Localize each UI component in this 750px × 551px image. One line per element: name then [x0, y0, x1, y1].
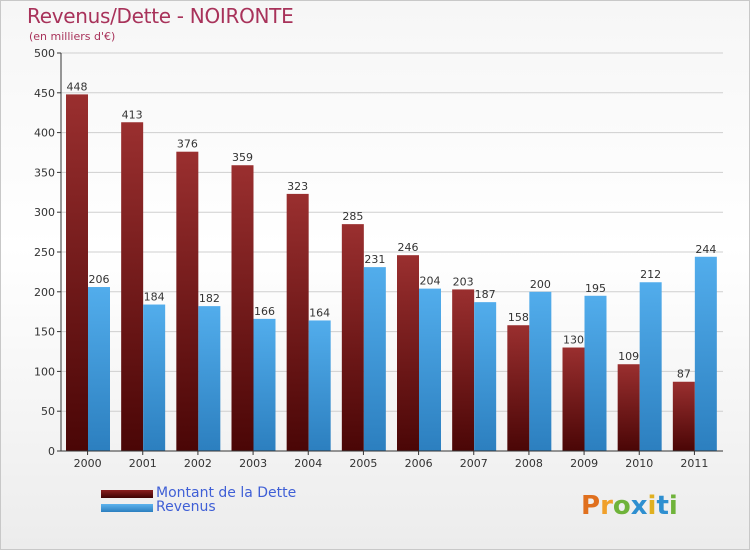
data-label-dette-2001: 413 — [122, 108, 143, 121]
data-label-dette-2009: 130 — [563, 334, 584, 347]
data-label-revenus-2001: 184 — [144, 291, 165, 304]
logo-letter-3: x — [630, 491, 648, 521]
x-tick-label-2000: 2000 — [74, 457, 102, 470]
data-label-dette-2011: 87 — [677, 368, 691, 381]
y-tick-label-150: 150 — [34, 326, 55, 339]
bar-revenus-2000 — [88, 287, 110, 451]
y-tick-label-0: 0 — [48, 445, 55, 458]
logo-letter-0: P — [581, 491, 601, 521]
bar-revenus-2004 — [308, 320, 331, 451]
bar-revenus-2003 — [253, 318, 276, 451]
legend-label-revenus: Revenus — [156, 499, 216, 515]
bar-dette-2001 — [121, 122, 144, 451]
bar-dette-2007 — [452, 289, 475, 451]
y-tick-label-200: 200 — [34, 286, 55, 299]
bar-revenus-2008 — [529, 291, 552, 451]
bar-revenus-2006 — [419, 288, 441, 451]
y-tick-label-250: 250 — [34, 246, 55, 259]
bar-revenus-2010 — [639, 282, 662, 451]
bar-dette-2005 — [341, 224, 364, 451]
x-tick-label-2011: 2011 — [680, 457, 708, 470]
logo-letter-4: i — [647, 491, 657, 521]
data-label-revenus-2004: 164 — [309, 306, 330, 319]
logo-letter-2: o — [612, 491, 631, 521]
bar-dette-2009 — [562, 347, 585, 451]
chart-title: Revenus/Dette - NOIRONTE — [27, 4, 294, 28]
bar-revenus-2011 — [694, 256, 717, 451]
data-label-dette-2004: 323 — [287, 180, 308, 193]
y-tick-label-100: 100 — [34, 365, 55, 378]
y-tick-label-350: 350 — [34, 166, 55, 179]
bar-revenus-2007 — [474, 302, 497, 451]
data-label-revenus-2000: 206 — [89, 273, 110, 286]
data-label-dette-2006: 246 — [398, 241, 419, 254]
x-tick-label-2001: 2001 — [129, 457, 157, 470]
data-label-dette-2000: 448 — [67, 80, 88, 93]
data-label-dette-2007: 203 — [453, 275, 474, 288]
bar-revenus-2001 — [143, 304, 166, 451]
x-tick-label-2004: 2004 — [294, 457, 322, 470]
y-tick-label-300: 300 — [34, 206, 55, 219]
x-tick-label-2010: 2010 — [625, 457, 653, 470]
bars: 448 206 413 184 376 182 359 166 323 164 285 231 246 2… — [66, 80, 717, 452]
x-tick-label-2009: 2009 — [570, 457, 598, 470]
y-tick-label-500: 500 — [34, 47, 55, 60]
chart-subtitle: (en milliers d'€) — [29, 30, 116, 43]
axes: 0 50 100 150 200 250 300 350 400 450 500 2000 2001 20… — [34, 47, 723, 470]
logo-letter-5: t — [656, 491, 669, 521]
x-tick-label-2005: 2005 — [349, 457, 377, 470]
x-tick-label-2006: 2006 — [405, 457, 433, 470]
bar-revenus-2005 — [363, 267, 386, 451]
proxiti-logo: Proxiti — [581, 491, 678, 521]
bar-dette-2000 — [66, 94, 88, 451]
bar-dette-2002 — [176, 151, 199, 452]
data-label-dette-2003: 359 — [232, 151, 253, 164]
y-tick-label-50: 50 — [41, 405, 55, 418]
legend-swatch-dette — [101, 490, 153, 498]
legend-item-dette: Montant de la Dette — [101, 485, 361, 501]
data-label-revenus-2003: 166 — [254, 305, 275, 318]
logo-letter-1: r — [600, 491, 613, 521]
data-label-revenus-2010: 212 — [640, 268, 661, 281]
x-tick-label-2008: 2008 — [515, 457, 543, 470]
bar-dette-2006 — [397, 255, 419, 451]
bar-dette-2010 — [617, 364, 640, 451]
data-label-revenus-2011: 244 — [695, 243, 716, 256]
bar-revenus-2009 — [584, 295, 607, 451]
y-tick-label-400: 400 — [34, 127, 55, 140]
data-label-revenus-2002: 182 — [199, 292, 220, 305]
data-label-revenus-2007: 187 — [475, 288, 496, 301]
x-tick-label-2007: 2007 — [460, 457, 488, 470]
legend-label-dette: Montant de la Dette — [156, 485, 297, 501]
data-label-dette-2010: 109 — [618, 350, 639, 363]
bar-dette-2011 — [672, 381, 695, 451]
x-tick-label-2003: 2003 — [239, 457, 267, 470]
data-label-revenus-2008: 200 — [530, 278, 551, 291]
x-tick-label-2002: 2002 — [184, 457, 212, 470]
bar-dette-2008 — [507, 325, 530, 451]
y-tick-label-450: 450 — [34, 87, 55, 100]
legend-item-revenus: Revenus — [101, 499, 361, 515]
data-label-dette-2008: 158 — [508, 311, 529, 324]
data-label-dette-2005: 285 — [342, 210, 363, 223]
data-label-dette-2002: 376 — [177, 138, 198, 151]
bar-revenus-2002 — [198, 306, 221, 451]
bar-dette-2003 — [231, 165, 254, 451]
data-label-revenus-2005: 231 — [364, 253, 385, 266]
logo-letter-6: i — [668, 491, 678, 521]
legend-swatch-revenus — [101, 504, 153, 512]
data-label-revenus-2009: 195 — [585, 282, 606, 295]
bar-dette-2004 — [286, 193, 309, 451]
data-label-revenus-2006: 204 — [420, 275, 441, 288]
